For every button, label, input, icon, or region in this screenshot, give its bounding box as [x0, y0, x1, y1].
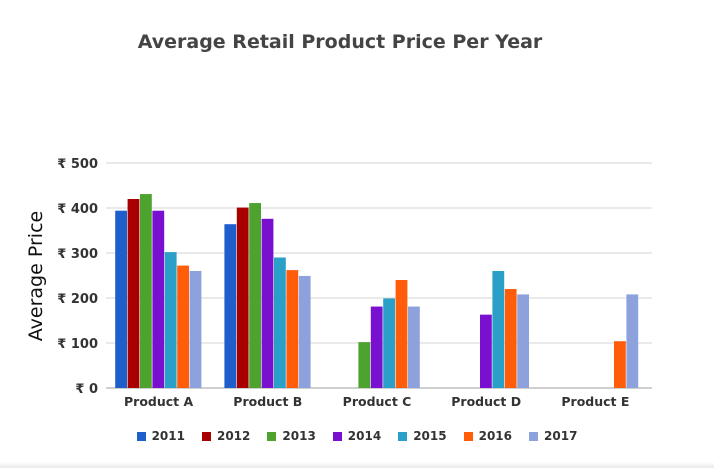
legend-swatch — [398, 431, 408, 441]
y-tick-labels: ₹ 0 ₹ 100 ₹ 200 ₹ 300 ₹ 400 ₹ 500 — [57, 157, 98, 397]
bar — [298, 275, 311, 388]
bar — [236, 207, 249, 388]
bar — [370, 306, 383, 388]
legend-item: 2013 — [267, 429, 316, 443]
bar — [274, 257, 286, 388]
bar — [358, 342, 371, 388]
bar — [504, 289, 517, 388]
legend-label: 2015 — [413, 429, 447, 443]
bar — [614, 341, 626, 388]
bar — [189, 271, 202, 388]
legend-label: 2012 — [216, 429, 251, 443]
x-tick-label: Product A — [124, 394, 193, 409]
x-tick-label: Product C — [343, 394, 412, 409]
y-tick-label: ₹ 300 — [57, 247, 98, 262]
legend-item: 2011 — [136, 429, 185, 443]
x-tick-label: Product D — [451, 394, 521, 409]
y-tick-label: ₹ 200 — [57, 292, 98, 307]
bar — [383, 298, 395, 388]
x-tick-labels: Product A Product B Product C Product D Prod… — [124, 394, 629, 409]
legend-item: 2012 — [201, 429, 251, 443]
y-tick-label: ₹ 0 — [75, 382, 98, 397]
chart-title: Average Retail Product Price Per Year — [137, 31, 543, 53]
legend-label: 2017 — [544, 429, 578, 443]
bar — [480, 314, 492, 388]
y-tick-label: ₹ 100 — [57, 337, 98, 352]
bar — [395, 280, 408, 388]
legend-item: 2016 — [463, 429, 513, 443]
legend-label: 2011 — [151, 429, 185, 443]
bar — [177, 265, 189, 388]
legend-label: 2016 — [478, 429, 513, 443]
bottom-edge — [0, 462, 714, 468]
legend-swatch — [332, 431, 342, 441]
bar — [164, 252, 177, 388]
bar — [249, 203, 261, 388]
legend-swatch — [267, 431, 277, 441]
legend-label: 2013 — [282, 429, 316, 443]
y-tick-label: ₹ 400 — [57, 202, 98, 217]
legend-item: 2015 — [398, 429, 447, 443]
legend-swatch — [201, 431, 211, 441]
bar — [127, 199, 140, 388]
y-tick-label: ₹ 500 — [57, 157, 98, 172]
legend-label: 2014 — [347, 429, 382, 443]
bar — [408, 306, 420, 388]
bar — [115, 210, 127, 388]
legend-item: 2017 — [529, 429, 577, 443]
bar — [261, 218, 274, 388]
bar — [224, 224, 237, 388]
bar — [152, 210, 165, 388]
bar — [286, 270, 299, 388]
bar — [517, 294, 529, 388]
x-tick-label: Product B — [233, 394, 302, 409]
bar — [492, 271, 505, 388]
bar — [626, 294, 639, 388]
bar — [140, 194, 152, 388]
legend-swatch — [463, 431, 473, 441]
legend-swatch — [136, 431, 146, 441]
legend-item: 2014 — [332, 429, 382, 443]
legend: 2011 2012 2013 2014 2015 2016 2017 — [0, 429, 714, 443]
x-tick-label: Product E — [561, 394, 629, 409]
legend-swatch — [529, 431, 539, 441]
bars — [115, 194, 639, 388]
